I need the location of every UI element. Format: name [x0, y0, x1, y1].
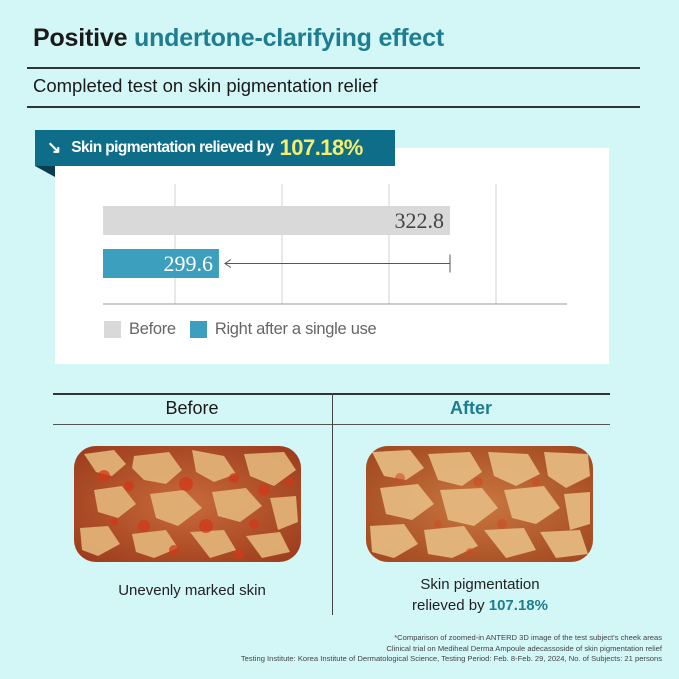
chart-legend: Before Right after a single use	[104, 320, 390, 339]
legend-swatch-after	[189, 321, 207, 338]
footnote-1: *Comparison of zoomed-in ANTERD 3D image…	[394, 633, 662, 642]
result-banner: ↘ Skin pigmentation relieved by 107.18%	[35, 130, 395, 166]
footnotes: *Comparison of zoomed-in ANTERD 3D image…	[241, 633, 662, 665]
page-title: Positive undertone-clarifying effect	[33, 24, 444, 53]
legend-item-after: Right after a single use	[189, 320, 377, 339]
after-caption: Skin pigmentation relieved by 107.18%	[341, 574, 619, 616]
legend-label-after: Right after a single use	[214, 320, 377, 338]
bar-label-before: 322.8	[395, 208, 445, 233]
banner-text: Skin pigmentation relieved by	[71, 139, 274, 156]
before-header: Before	[165, 398, 219, 418]
footnote-3: Testing Institute: Korea Institute of De…	[240, 654, 662, 663]
after-caption-text: relieved by	[412, 597, 485, 614]
before-caption: Unevenly marked skin	[118, 582, 266, 599]
after-skin-image	[366, 446, 593, 562]
title-accent: undertone-clarifying effect	[134, 24, 444, 52]
bar-after	[103, 249, 219, 278]
footnote-2: Clinical trial on Mediheal Derma Ampoule…	[386, 643, 662, 653]
comparison-header-rule	[53, 424, 610, 425]
subtitle: Completed test on skin pigmentation reli…	[33, 75, 378, 96]
comparison-top-rule	[53, 393, 610, 395]
legend-item-before: Before	[104, 320, 176, 339]
diff-arrow-head	[224, 259, 232, 268]
bar-before	[103, 206, 451, 235]
comparison-divider	[332, 393, 333, 615]
legend-label-before: Before	[129, 320, 176, 338]
after-caption-value: 107.18%	[488, 597, 548, 614]
title-main: Positive	[33, 24, 128, 52]
before-skin-image	[74, 446, 301, 562]
banner-fold	[35, 166, 55, 177]
divider-top	[27, 67, 640, 69]
arrow-down-right-icon: ↘	[47, 138, 62, 157]
bar-label-after: 299.6	[163, 251, 213, 276]
legend-swatch-before	[104, 321, 121, 338]
bar-chart: 322.8 299.6	[103, 184, 567, 305]
after-header: After	[449, 398, 492, 418]
after-caption-line1: Skin pigmentation	[420, 576, 540, 593]
divider-bottom	[27, 106, 640, 108]
banner-value: 107.18%	[279, 135, 363, 160]
after-caption-line2: relieved by 107.18%	[341, 595, 619, 616]
